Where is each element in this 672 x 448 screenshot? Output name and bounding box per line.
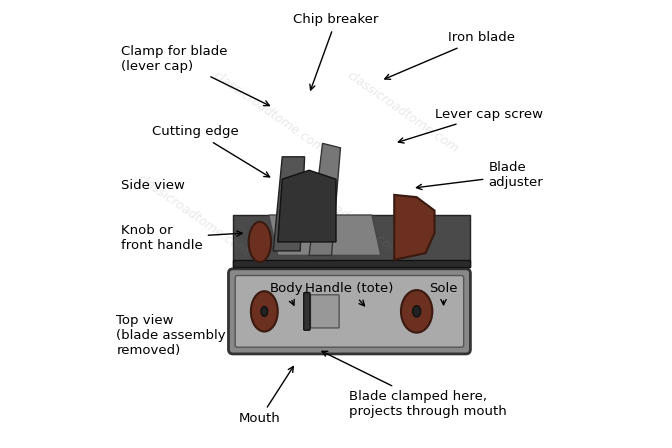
FancyBboxPatch shape <box>310 295 339 328</box>
Polygon shape <box>309 143 341 255</box>
Text: Clamp for blade
(lever cap): Clamp for blade (lever cap) <box>121 45 269 106</box>
Text: Side view: Side view <box>121 179 185 192</box>
FancyBboxPatch shape <box>228 269 470 354</box>
Ellipse shape <box>249 222 271 262</box>
Text: Blade
adjuster: Blade adjuster <box>417 161 543 190</box>
Text: Chip breaker: Chip breaker <box>293 13 379 90</box>
Text: Knob or
front handle: Knob or front handle <box>121 224 242 252</box>
Polygon shape <box>278 170 336 242</box>
FancyBboxPatch shape <box>304 293 310 330</box>
Ellipse shape <box>413 306 421 317</box>
Ellipse shape <box>251 291 278 332</box>
Text: Lever cap screw: Lever cap screw <box>398 108 542 143</box>
Text: classicroadtome.com: classicroadtome.com <box>345 69 461 155</box>
FancyBboxPatch shape <box>235 276 464 347</box>
Text: classicroadtome.com: classicroadtome.com <box>134 172 251 258</box>
Polygon shape <box>269 215 381 255</box>
Polygon shape <box>394 195 435 260</box>
Text: Handle (tote): Handle (tote) <box>305 282 394 306</box>
Text: Cutting edge: Cutting edge <box>153 125 269 177</box>
Text: classicroadtome.com: classicroadtome.com <box>287 172 403 258</box>
Polygon shape <box>233 215 470 267</box>
Text: classicroadtome.com: classicroadtome.com <box>211 69 327 155</box>
Text: Iron blade: Iron blade <box>385 31 515 79</box>
Text: Top view
(blade assembly
removed): Top view (blade assembly removed) <box>116 314 226 357</box>
Text: Blade clamped here,
projects through mouth: Blade clamped here, projects through mou… <box>322 351 507 418</box>
Text: Sole: Sole <box>429 282 458 305</box>
Polygon shape <box>233 260 470 267</box>
Ellipse shape <box>261 306 267 316</box>
Text: Body: Body <box>270 282 304 305</box>
Ellipse shape <box>401 290 432 332</box>
Text: Mouth: Mouth <box>239 366 294 425</box>
Polygon shape <box>274 157 304 251</box>
